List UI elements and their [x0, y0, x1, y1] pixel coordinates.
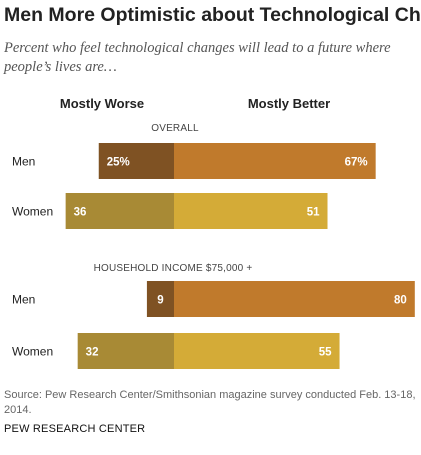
bar-mostly-worse: [77, 333, 174, 369]
bar-mostly-better: [174, 143, 376, 179]
brand-label: PEW RESEARCH CENTER: [4, 423, 146, 435]
diverging-bar-chart: Mostly Worse Mostly Better OVERALL Men 25% 67…: [12, 96, 415, 369]
bar-mostly-worse: [65, 193, 174, 229]
data-label-worse: 36: [74, 207, 87, 219]
row-label: Women: [12, 345, 53, 359]
row-label: Men: [12, 293, 35, 307]
data-label-better: 51: [307, 207, 320, 219]
group-label: OVERALL: [151, 123, 199, 134]
row-label: Women: [12, 205, 53, 219]
bar-mostly-worse: [146, 281, 174, 317]
data-label-worse: 32: [86, 347, 99, 359]
data-label-better: 55: [319, 347, 332, 359]
group-label: HOUSEHOLD INCOME $75,000 +: [94, 263, 253, 274]
header-mostly-worse: Mostly Worse: [60, 96, 144, 111]
data-label-better: 67%: [345, 157, 368, 169]
data-label-worse: 9: [157, 295, 163, 307]
chart-subtitle: Percent who feel technological changes w…: [4, 40, 391, 75]
bar-mostly-worse: [98, 143, 174, 179]
header-mostly-better: Mostly Better: [248, 96, 330, 111]
bar-mostly-better: [174, 333, 340, 369]
bar-mostly-better: [174, 193, 328, 229]
data-label-better: 80: [394, 295, 407, 307]
data-label-worse: 25%: [107, 157, 130, 169]
chart-title: Men More Optimistic about Technological …: [4, 4, 421, 26]
bar-mostly-better: [174, 281, 415, 317]
row-label: Men: [12, 155, 35, 169]
source-note: Source: Pew Research Center/Smithsonian …: [4, 389, 416, 416]
